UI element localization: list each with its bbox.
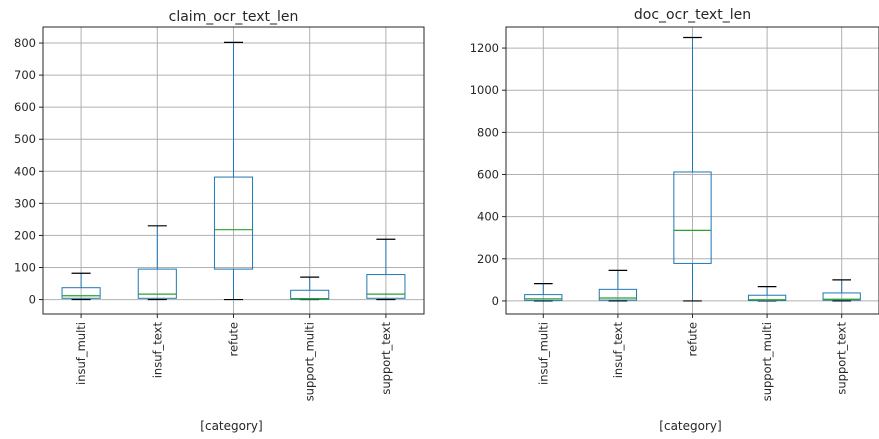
y-tick-label: 300 (14, 196, 36, 210)
x-tick-label: insuf_multi (74, 322, 88, 385)
y-tick-label: 400 (477, 210, 499, 224)
subplot-1: 0 100 200 300 400 500 600 700 800 insuf_multi insu… (14, 9, 425, 433)
x-tick-label: insuf_text (611, 322, 625, 379)
chart-title: claim_ocr_text_len (169, 9, 299, 25)
x-tick-label: insuf_text (150, 322, 164, 379)
y-tick-label: 600 (477, 168, 499, 182)
box-iqr (822, 292, 861, 301)
box-support_multi (747, 286, 787, 302)
y-tick-label: 200 (477, 252, 499, 266)
box-iqr (137, 268, 177, 299)
chart-title: doc_ocr_text_len (634, 7, 751, 23)
x-tick-label: refute (227, 322, 241, 356)
box-iqr (290, 289, 330, 300)
y-tick-label: 1200 (470, 41, 499, 55)
x-tick-label: support_text (835, 322, 849, 395)
x-tick-label: insuf_multi (536, 322, 550, 385)
subplot-2: 0 200 400 600 800 1000 1200 insuf_multi insuf_te… (470, 7, 879, 433)
x-tick-label: support_multi (303, 322, 317, 401)
y-tick-label: 400 (14, 164, 36, 178)
box-iqr (61, 287, 101, 299)
x-axis-label: [category] (659, 419, 721, 433)
y-tick-label: 800 (477, 125, 499, 139)
box-iqr (366, 274, 406, 299)
y-tick-label: 0 (492, 294, 499, 308)
box-insuf_multi (61, 272, 101, 301)
y-tick-label: 1000 (470, 83, 499, 97)
x-tick-label: support_multi (760, 322, 774, 401)
box-insuf_text (137, 225, 177, 301)
box-iqr (524, 294, 563, 301)
box-insuf_text (598, 269, 638, 302)
y-tick-label: 200 (14, 228, 36, 242)
y-tick-label: 100 (14, 261, 36, 275)
box-iqr (673, 171, 712, 264)
box-support_text (822, 279, 861, 302)
y-tick-label: 600 (14, 100, 36, 114)
box-support_text (366, 238, 406, 301)
box-refute (673, 36, 712, 302)
y-tick-label: 700 (14, 68, 36, 82)
box-support_multi (290, 276, 330, 301)
x-tick-label: support_text (379, 322, 393, 395)
box-iqr (213, 176, 254, 270)
y-tick-label: 800 (14, 36, 36, 50)
x-axis-label: [category] (200, 419, 262, 433)
box-insuf_multi (524, 283, 563, 302)
box-iqr (598, 288, 638, 301)
box-iqr (747, 294, 787, 302)
y-tick-label: 500 (14, 132, 36, 146)
x-tick-label: refute (686, 322, 700, 356)
y-tick-label: 0 (29, 293, 36, 307)
box-refute (213, 41, 254, 301)
